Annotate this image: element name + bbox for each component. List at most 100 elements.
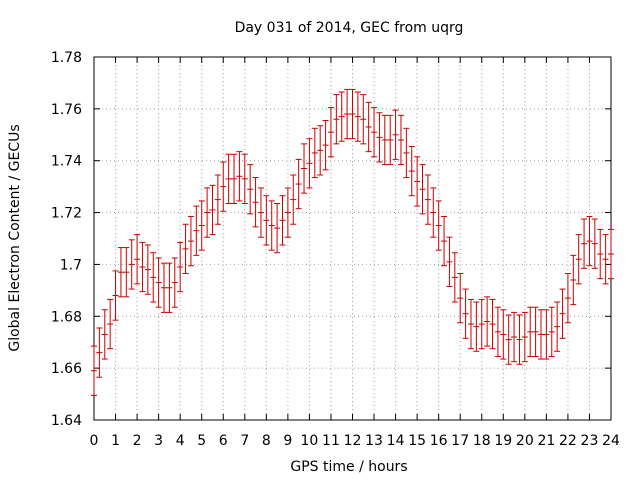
error-bar-point xyxy=(187,215,194,267)
error-bar-point xyxy=(597,228,604,280)
x-tick-label: 3 xyxy=(154,433,163,449)
error-bar-point xyxy=(586,215,593,267)
error-bar-point xyxy=(274,202,281,254)
error-bar-point xyxy=(295,158,302,210)
error-bar-point xyxy=(360,94,367,145)
axis-ticks xyxy=(93,56,612,421)
x-tick-label: 5 xyxy=(197,433,206,449)
error-bar-point xyxy=(376,112,383,163)
x-tick-label: 10 xyxy=(301,433,319,449)
error-bar-point xyxy=(537,309,544,360)
error-bar-point xyxy=(532,306,539,357)
error-bar-point xyxy=(473,301,480,352)
error-bar-point xyxy=(123,247,130,298)
error-bar-point xyxy=(521,311,528,363)
error-bar-point xyxy=(381,114,388,166)
error-bar-point xyxy=(581,218,588,269)
error-bar-point xyxy=(177,241,184,293)
x-tick-label: 1 xyxy=(111,433,120,449)
error-bar-point xyxy=(301,143,308,194)
error-bar-point xyxy=(204,187,211,238)
error-bar-point xyxy=(424,174,431,225)
y-tick-label: 1.76 xyxy=(51,102,82,118)
error-bar-point xyxy=(338,91,345,142)
y-axis-tick-labels: 1.64 1.66 1.68 1.7 1.72 1.74 1.76 1.78 xyxy=(51,50,82,429)
error-bar-point xyxy=(371,107,378,158)
x-tick-label: 13 xyxy=(365,433,383,449)
x-tick-label: 17 xyxy=(451,433,469,449)
error-bar-point xyxy=(96,327,103,378)
error-bar-point xyxy=(543,309,550,360)
x-tick-label: 4 xyxy=(176,433,185,449)
error-bar-point xyxy=(397,114,404,166)
error-bar-point xyxy=(564,273,571,324)
error-bar-point xyxy=(317,125,324,176)
error-bar-point xyxy=(403,127,410,179)
error-bar-point xyxy=(570,254,577,306)
error-bar-point xyxy=(284,187,291,238)
error-bar-point xyxy=(306,138,313,189)
error-bar-point xyxy=(171,257,178,308)
error-bar-point xyxy=(161,262,168,313)
error-bar-point xyxy=(527,306,534,357)
error-bar-point xyxy=(220,161,227,212)
x-tick-label: 19 xyxy=(494,433,512,449)
x-tick-label: 7 xyxy=(240,433,249,449)
error-bar-point xyxy=(559,288,566,339)
x-tick-label: 9 xyxy=(283,433,292,449)
error-bar-point xyxy=(241,153,248,204)
x-tick-label: 21 xyxy=(537,433,555,449)
error-bar-point xyxy=(101,309,108,360)
x-tick-label: 18 xyxy=(473,433,491,449)
x-tick-label: 0 xyxy=(90,433,99,449)
x-tick-label: 20 xyxy=(516,433,534,449)
error-bars-series xyxy=(91,88,614,396)
error-bar-point xyxy=(231,153,238,204)
error-bar-point xyxy=(107,298,114,350)
error-bar-point xyxy=(602,234,609,285)
error-bar-point xyxy=(344,88,351,140)
error-bar-point xyxy=(505,314,512,365)
error-bar-point xyxy=(462,288,469,339)
y-axis-title: Global Electron Content / GECUs xyxy=(7,124,23,351)
x-axis-tick-labels: 0 1 2 3 4 5 6 7 8 9 10 11 12 13 14 15 16 17 18 19 20 21 22 23 24 xyxy=(90,433,620,449)
chart-title: Day 031 of 2014, GEC from uqrg xyxy=(235,20,464,36)
error-bar-point xyxy=(333,94,340,145)
error-bar-point xyxy=(155,257,162,308)
x-tick-label: 16 xyxy=(430,433,448,449)
x-tick-label: 15 xyxy=(408,433,426,449)
error-bar-point xyxy=(247,164,254,215)
error-bar-point xyxy=(279,195,286,246)
error-bar-point xyxy=(435,200,442,251)
error-bar-point xyxy=(392,109,399,160)
error-bar-point xyxy=(419,164,426,215)
x-tick-label: 6 xyxy=(219,433,228,449)
error-bar-point xyxy=(608,228,614,280)
x-tick-label: 2 xyxy=(133,433,142,449)
error-bar-point xyxy=(575,234,582,285)
error-bar-point xyxy=(554,301,561,352)
error-bar-point xyxy=(327,107,334,158)
error-bar-point xyxy=(451,252,458,303)
error-bar-point xyxy=(494,306,501,357)
y-tick-label: 1.68 xyxy=(51,309,82,325)
error-bar-point xyxy=(117,247,124,298)
y-tick-label: 1.66 xyxy=(51,361,82,377)
error-bar-point xyxy=(478,298,485,350)
error-bar-point xyxy=(457,273,464,324)
error-bar-point xyxy=(322,120,329,171)
error-bar-point xyxy=(311,127,318,179)
error-bar-point xyxy=(263,195,270,246)
error-bar-point xyxy=(414,156,421,207)
error-bar-point xyxy=(214,174,221,225)
error-bar-point xyxy=(489,298,496,350)
error-bar-point xyxy=(193,205,200,256)
error-bar-point xyxy=(236,151,243,202)
x-tick-label: 23 xyxy=(581,433,599,449)
error-bar-point xyxy=(387,114,394,166)
error-bar-point xyxy=(225,153,232,204)
error-bar-point xyxy=(290,174,297,225)
error-bar-point xyxy=(446,236,453,287)
error-bar-point xyxy=(268,200,275,251)
error-bar-point xyxy=(408,145,415,197)
